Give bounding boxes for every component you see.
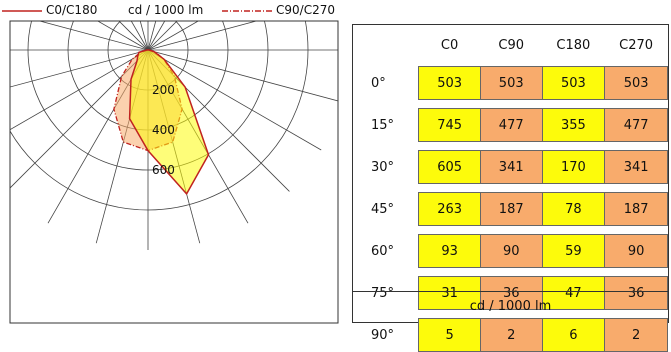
- polar-grid: [10, 21, 338, 250]
- table-cell: 503: [541, 66, 606, 100]
- table-unit-label: cd / 1000 lm: [353, 291, 668, 322]
- row-angle: 75°: [371, 285, 395, 301]
- legend-line-dashdot: [222, 10, 272, 12]
- polar-spoke: [10, 49, 149, 131]
- table-cell: 36: [479, 276, 543, 310]
- polar-spoke: [147, 49, 322, 151]
- row-angle: 15°: [371, 117, 395, 133]
- polar-spoke: [96, 21, 149, 51]
- table-cell: 2: [479, 318, 543, 352]
- table-cell: 170: [541, 150, 606, 184]
- column-header: C270: [619, 38, 654, 53]
- table-cell: 745: [418, 108, 481, 142]
- table-cell: 90: [479, 234, 543, 268]
- row-angle: 0°: [371, 75, 386, 91]
- row-gap: [353, 268, 668, 277]
- table-cell: 477: [604, 108, 668, 142]
- legend-series-a: C0/C180: [46, 3, 98, 17]
- polar-diagram: 200 400 600: [9, 20, 339, 324]
- ring-label: 600: [152, 163, 175, 177]
- table-cell: 605: [418, 150, 481, 184]
- table-cell: 263: [418, 192, 481, 226]
- row-gap: [353, 184, 668, 193]
- polar-spoke: [147, 49, 338, 102]
- ring-labels: 200 400 600: [152, 83, 175, 177]
- row-angle: 30°: [371, 159, 395, 175]
- table-row: 30° 605 341 170 341: [353, 150, 668, 184]
- row-angle: 90°: [371, 327, 395, 343]
- column-header: C180: [556, 38, 591, 53]
- table-cell: 477: [479, 108, 543, 142]
- table-cell: 341: [604, 150, 668, 184]
- table-row: 60° 93 90 59 90: [353, 234, 668, 268]
- table-cell: 503: [418, 66, 481, 100]
- legend-unit: cd / 1000 lm: [128, 3, 204, 17]
- polar-spoke: [147, 21, 200, 51]
- table-cell: 36: [604, 276, 668, 310]
- polar-spoke: [118, 21, 149, 51]
- table-cell: 31: [418, 276, 481, 310]
- table-row: 15° 745 477 355 477: [353, 108, 668, 142]
- polar-spoke: [147, 21, 178, 51]
- ring-label: 400: [152, 123, 175, 137]
- row-gap: [353, 142, 668, 151]
- polar-curves: [113, 49, 210, 195]
- polar-spoke: [147, 21, 258, 51]
- table-row: 45° 263 187 78 187: [353, 192, 668, 226]
- legend-series-b: C90/C270: [276, 3, 335, 17]
- table-row: 75° 31 36 47 36: [353, 276, 668, 310]
- column-header: C90: [498, 38, 525, 53]
- diagram-frame: [9, 20, 339, 324]
- table-corner: [353, 25, 419, 67]
- table-cell: 93: [418, 234, 481, 268]
- polar-spoke: [10, 49, 149, 88]
- table-cell: 2: [604, 318, 668, 352]
- curve-c0-c180: [128, 49, 210, 195]
- table-cell: 5: [418, 318, 481, 352]
- table-header-row: C0 C90 C180 C270: [353, 25, 668, 67]
- row-angle: 45°: [371, 201, 395, 217]
- table-row: 0° 503 503 503 503: [353, 66, 668, 100]
- table-cell: 187: [479, 192, 543, 226]
- table-cell: 187: [604, 192, 668, 226]
- column-header: C0: [440, 38, 459, 53]
- row-gap: [353, 226, 668, 235]
- row-angle: 60°: [371, 243, 395, 259]
- table-cell: 59: [541, 234, 606, 268]
- table-cell: 47: [541, 276, 606, 310]
- polar-spoke: [38, 21, 149, 51]
- table-cell: 90: [604, 234, 668, 268]
- table-cell: 78: [541, 192, 606, 226]
- table-cell: 6: [541, 318, 606, 352]
- legend: C0/C180 cd / 1000 lm C90/C270: [0, 0, 671, 20]
- table-cell: 341: [479, 150, 543, 184]
- ring-label: 200: [152, 83, 175, 97]
- intensity-table: C0 C90 C180 C270 0° 503 503 503 503 15° 745 477…: [352, 24, 669, 352]
- table-row: 90° 5 2 6 2: [353, 318, 668, 352]
- table-cell: 503: [604, 66, 668, 100]
- table-cell: 355: [541, 108, 606, 142]
- legend-line-solid: [2, 10, 42, 12]
- row-gap: [353, 100, 668, 109]
- table-cell: 503: [479, 66, 543, 100]
